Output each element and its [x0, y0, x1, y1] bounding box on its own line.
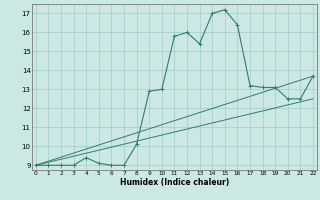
X-axis label: Humidex (Indice chaleur): Humidex (Indice chaleur) — [120, 178, 229, 187]
